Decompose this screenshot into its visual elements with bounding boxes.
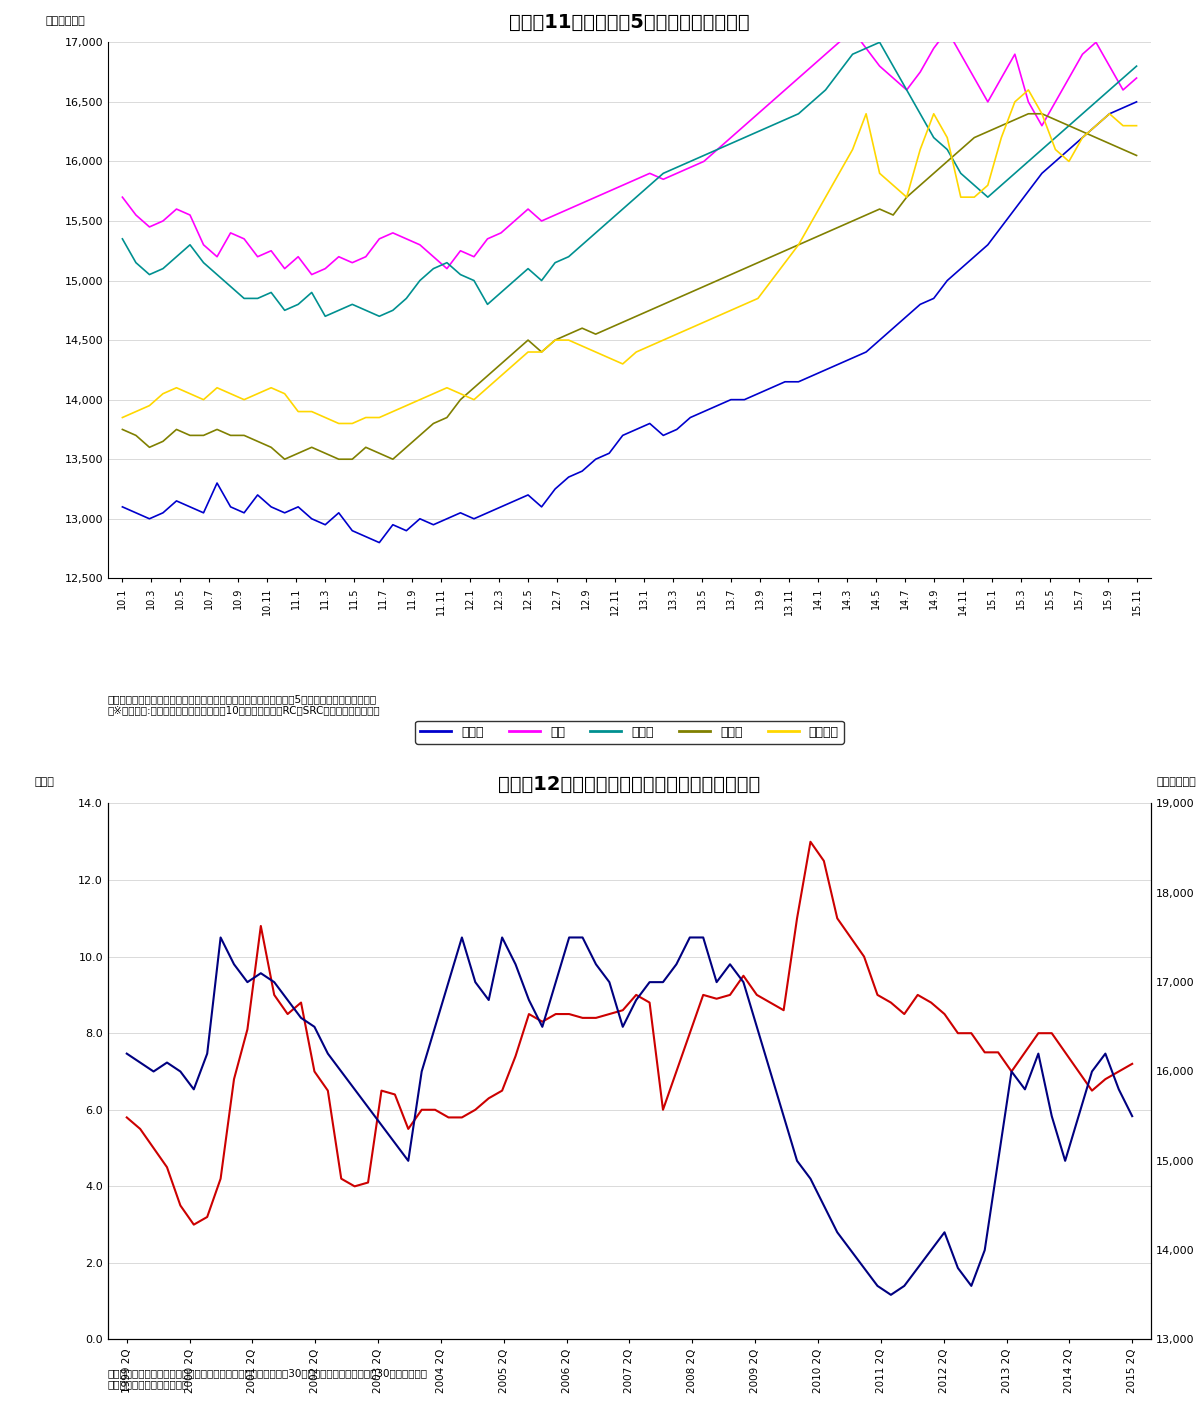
新宿区 — [656, 296, 670, 313]
Line: 中央区: 中央区 — [122, 102, 1137, 543]
中央区 — [481, 505, 495, 522]
港区 — [481, 230, 495, 247]
渋谷区 — [656, 165, 670, 182]
賃料（右目盛） — [951, 1259, 965, 1276]
空室率 — [656, 1101, 670, 1118]
Title: 図表－11　東京都心5区のマンション賃料: 図表－11 東京都心5区のマンション賃料 — [510, 14, 749, 32]
新宿区 — [940, 152, 954, 169]
渋谷区 — [210, 266, 224, 283]
渋谷区 — [953, 165, 968, 182]
港区 — [778, 82, 793, 99]
千代田区 — [481, 379, 495, 396]
港区 — [115, 189, 129, 206]
中央区 — [372, 534, 386, 551]
千代田区 — [332, 415, 347, 431]
Title: 図表－12　高級賃貸マンションの賃料と空室率: 図表－12 高級賃貸マンションの賃料と空室率 — [499, 774, 760, 794]
渋谷区 — [481, 296, 495, 313]
空室率 — [482, 1090, 496, 1107]
千代田区 — [1129, 117, 1144, 134]
空室率 — [1125, 1055, 1139, 1072]
千代田区 — [1022, 82, 1036, 99]
賃料（右目盛） — [777, 1108, 791, 1125]
Text: 空室率: 空室率 — [35, 777, 55, 787]
渋谷区 — [318, 307, 332, 324]
空室率 — [227, 1070, 241, 1087]
賃料（右目盛） — [227, 956, 241, 973]
Line: 空室率: 空室率 — [127, 842, 1132, 1225]
中央区 — [778, 374, 793, 391]
渋谷区 — [778, 111, 793, 128]
Line: 港区: 港区 — [122, 31, 1137, 275]
賃料（右目盛） — [1125, 1108, 1139, 1125]
渋谷区 — [805, 93, 819, 110]
港区 — [305, 266, 319, 283]
賃料（右目盛） — [884, 1286, 898, 1303]
空室率 — [803, 833, 818, 850]
Line: 賃料（右目盛）: 賃料（右目盛） — [127, 938, 1132, 1294]
Line: 千代田区: 千代田区 — [122, 90, 1137, 423]
港区 — [845, 23, 860, 39]
千代田区 — [656, 331, 670, 348]
賃料（右目盛） — [120, 1045, 134, 1062]
賃料（右目盛） — [213, 929, 228, 946]
港区 — [656, 171, 670, 188]
渋谷区 — [873, 34, 887, 51]
千代田区 — [210, 379, 224, 396]
空室率 — [187, 1217, 201, 1234]
Line: 新宿区: 新宿区 — [122, 114, 1137, 460]
空室率 — [777, 1001, 791, 1018]
港区 — [1129, 69, 1144, 86]
空室率 — [951, 1025, 965, 1042]
中央区 — [940, 272, 954, 289]
新宿区 — [481, 368, 495, 385]
新宿区 — [115, 422, 129, 439]
千代田区 — [805, 213, 819, 230]
港区 — [210, 248, 224, 265]
中央区 — [656, 427, 670, 444]
Legend: 中央区, 港区, 渋谷区, 新宿区, 千代田区: 中央区, 港区, 渋谷区, 新宿区, 千代田区 — [415, 721, 844, 743]
新宿区 — [1022, 106, 1036, 123]
空室率 — [120, 1110, 134, 1127]
空室率 — [817, 853, 831, 870]
新宿区 — [210, 422, 224, 439]
渋谷区 — [1129, 58, 1144, 75]
Line: 渋谷区: 渋谷区 — [122, 42, 1137, 316]
新宿区 — [778, 243, 793, 259]
Text: （円／月坪）: （円／月坪） — [46, 17, 85, 27]
賃料（右目盛） — [482, 991, 496, 1008]
賃料（右目盛） — [656, 974, 670, 991]
中央区 — [1129, 93, 1144, 110]
Text: （円／月坪）: （円／月坪） — [1156, 777, 1197, 787]
千代田区 — [940, 130, 954, 147]
千代田区 — [778, 254, 793, 271]
Text: （出所）リーシング・マネジメント・コンサルティング「都心主要5区　平均募集坪単価推移」
　※集計対象:集計時点（月次）から過去10年間に竣工したRC・SRC造マ: （出所）リーシング・マネジメント・コンサルティング「都心主要5区 平均募集坪単価… — [108, 694, 380, 715]
渋谷区 — [115, 230, 129, 247]
中央区 — [210, 475, 224, 492]
中央区 — [115, 498, 129, 515]
港区 — [805, 58, 819, 75]
港区 — [953, 45, 968, 62]
Text: （注）期間中にケンコーポレーションで契約されたうち、賃料が30万円／月または専有面積が30坪以上のもの
（出所）ケン不動産投資顧問: （注）期間中にケンコーポレーションで契約されたうち、賃料が30万円／月または専有… — [108, 1368, 428, 1389]
中央区 — [805, 368, 819, 385]
新宿区 — [1129, 147, 1144, 164]
新宿区 — [805, 230, 819, 247]
賃料（右目盛） — [803, 1170, 818, 1187]
千代田区 — [115, 409, 129, 426]
新宿区 — [277, 451, 291, 468]
